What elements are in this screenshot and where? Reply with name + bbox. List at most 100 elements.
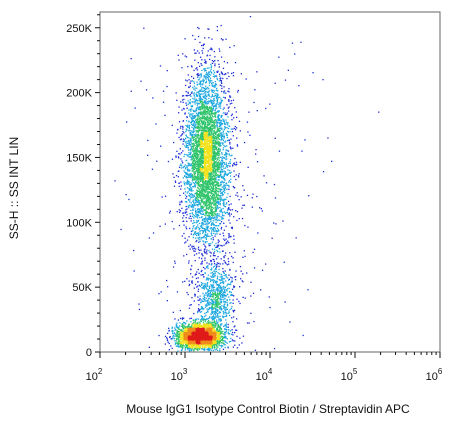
data-point bbox=[205, 126, 208, 128]
data-point bbox=[196, 201, 199, 203]
data-point bbox=[186, 107, 188, 109]
data-point bbox=[207, 294, 210, 296]
data-point bbox=[204, 107, 206, 109]
data-point bbox=[212, 220, 214, 222]
data-point bbox=[194, 111, 196, 113]
data-point bbox=[191, 175, 194, 177]
data-point bbox=[198, 304, 200, 306]
data-point bbox=[218, 201, 220, 203]
data-point bbox=[192, 159, 194, 161]
data-point bbox=[191, 174, 193, 176]
data-point bbox=[222, 181, 224, 183]
data-point bbox=[236, 318, 238, 320]
data-point bbox=[216, 187, 218, 189]
data-point bbox=[212, 307, 215, 309]
data-point bbox=[210, 243, 212, 245]
data-point bbox=[222, 149, 224, 151]
data-point bbox=[162, 90, 165, 92]
data-point bbox=[190, 116, 192, 118]
data-point bbox=[201, 184, 203, 186]
data-point bbox=[214, 310, 217, 312]
data-point bbox=[196, 168, 198, 170]
data-point bbox=[218, 148, 220, 151]
data-point bbox=[200, 306, 203, 308]
data-point bbox=[196, 286, 198, 288]
data-point bbox=[202, 190, 204, 193]
data-point bbox=[200, 175, 202, 177]
data-point bbox=[198, 74, 200, 76]
data-point bbox=[295, 237, 297, 239]
data-point bbox=[199, 137, 201, 139]
data-point bbox=[209, 202, 211, 204]
data-point bbox=[207, 118, 209, 120]
data-point bbox=[378, 111, 380, 113]
data-point bbox=[218, 136, 220, 138]
data-point bbox=[208, 111, 210, 114]
data-point bbox=[196, 144, 198, 146]
data-point bbox=[221, 127, 223, 129]
data-point bbox=[212, 101, 214, 103]
data-point bbox=[186, 195, 188, 198]
data-point bbox=[193, 159, 196, 161]
data-point bbox=[184, 188, 186, 190]
data-point bbox=[231, 317, 233, 319]
data-point bbox=[211, 60, 214, 62]
data-point bbox=[225, 123, 227, 125]
data-point bbox=[199, 119, 201, 121]
data-point bbox=[233, 316, 235, 318]
data-point bbox=[221, 337, 224, 340]
data-point bbox=[223, 90, 226, 92]
data-point bbox=[207, 199, 209, 201]
data-point bbox=[182, 323, 184, 325]
data-point bbox=[195, 108, 197, 110]
data-point bbox=[184, 237, 186, 239]
data-point bbox=[212, 324, 214, 327]
data-point bbox=[191, 246, 193, 248]
data-point bbox=[186, 165, 188, 167]
data-point bbox=[198, 192, 200, 195]
data-point bbox=[214, 233, 217, 235]
data-point bbox=[191, 348, 193, 350]
data-point bbox=[188, 283, 191, 286]
data-point bbox=[219, 219, 221, 221]
data-point bbox=[201, 133, 203, 136]
data-point bbox=[214, 204, 216, 206]
data-point bbox=[210, 206, 212, 208]
data-point bbox=[222, 288, 224, 290]
data-point bbox=[173, 185, 176, 187]
data-point bbox=[219, 308, 221, 310]
data-point bbox=[204, 129, 206, 132]
data-point bbox=[227, 127, 230, 130]
data-point bbox=[198, 194, 200, 196]
data-point bbox=[188, 125, 190, 127]
data-point bbox=[205, 118, 207, 120]
data-point bbox=[213, 190, 215, 192]
data-point bbox=[193, 164, 195, 166]
data-point bbox=[204, 268, 206, 270]
data-point bbox=[215, 177, 217, 179]
data-point bbox=[213, 344, 215, 346]
data-point bbox=[197, 150, 199, 153]
data-point bbox=[212, 156, 214, 158]
data-point bbox=[192, 186, 194, 188]
data-point bbox=[212, 129, 214, 132]
data-point bbox=[231, 281, 233, 283]
data-point bbox=[198, 257, 200, 259]
data-point bbox=[206, 191, 208, 193]
data-point bbox=[185, 146, 187, 148]
data-point bbox=[202, 193, 204, 195]
data-point bbox=[207, 320, 209, 323]
data-point bbox=[222, 301, 225, 303]
data-point bbox=[214, 128, 216, 130]
data-point bbox=[219, 184, 221, 186]
data-point bbox=[186, 179, 189, 181]
data-point bbox=[179, 201, 181, 203]
data-point bbox=[226, 112, 228, 114]
data-point bbox=[236, 219, 238, 222]
data-point bbox=[215, 300, 217, 302]
data-point bbox=[239, 286, 241, 288]
data-point bbox=[227, 131, 229, 133]
data-point bbox=[225, 315, 228, 317]
data-point bbox=[201, 261, 203, 263]
data-point bbox=[186, 169, 189, 171]
